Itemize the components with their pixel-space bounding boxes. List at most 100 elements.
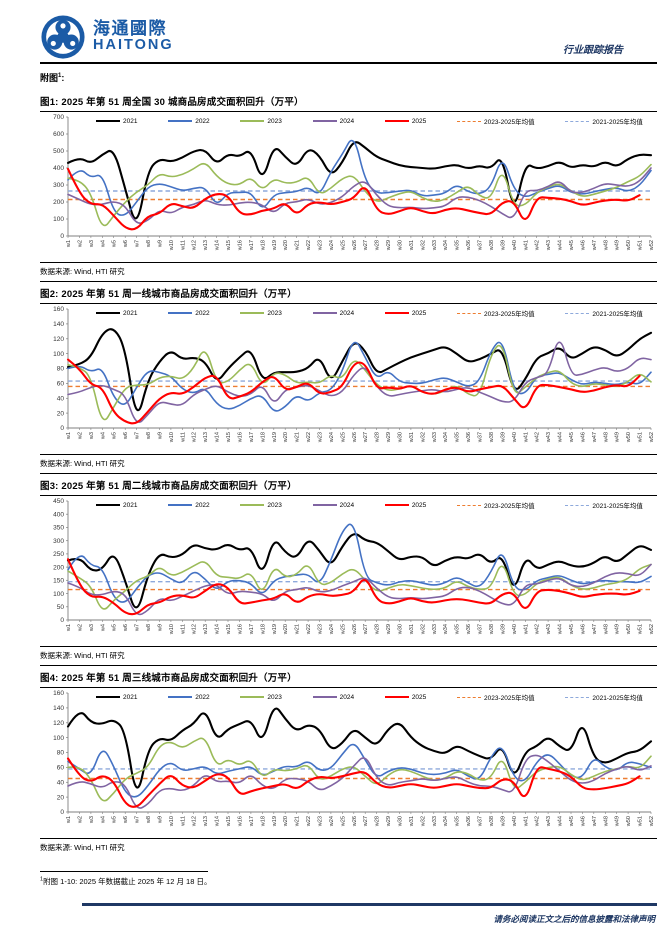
svg-text:w49: w49 — [615, 240, 621, 251]
svg-text:w19: w19 — [272, 624, 278, 635]
svg-text:300: 300 — [53, 182, 64, 189]
svg-text:w44: w44 — [558, 432, 564, 443]
svg-text:w12: w12 — [192, 816, 198, 827]
figure-source: 数据来源: Wind, HTI 研究 — [40, 647, 657, 666]
svg-text:w48: w48 — [603, 240, 609, 251]
svg-text:w9: w9 — [158, 624, 164, 632]
svg-text:w10: w10 — [169, 432, 175, 443]
svg-text:w51: w51 — [638, 816, 644, 827]
figure-block: 图3: 2025 年第 51 周二线城市商品房成交面积回升（万平） 0 50 100… — [40, 474, 657, 666]
svg-text:w5: w5 — [112, 816, 118, 824]
svg-text:140: 140 — [53, 705, 64, 712]
svg-text:60: 60 — [57, 381, 65, 388]
svg-text:w50: w50 — [626, 816, 632, 827]
svg-text:w21: w21 — [295, 624, 301, 635]
svg-text:w39: w39 — [500, 240, 506, 251]
svg-text:w14: w14 — [215, 816, 221, 827]
svg-text:w4: w4 — [100, 432, 106, 440]
svg-text:w21: w21 — [295, 816, 301, 827]
svg-text:w18: w18 — [260, 624, 266, 635]
svg-text:w50: w50 — [626, 624, 632, 635]
svg-text:w1: w1 — [66, 240, 72, 248]
svg-text:0: 0 — [60, 233, 64, 240]
svg-text:w23: w23 — [318, 816, 324, 827]
svg-text:w45: w45 — [569, 624, 575, 635]
svg-text:w52: w52 — [649, 240, 655, 251]
svg-text:w13: w13 — [203, 816, 209, 827]
svg-text:w45: w45 — [569, 816, 575, 827]
svg-text:w4: w4 — [100, 240, 106, 248]
svg-text:w49: w49 — [615, 432, 621, 443]
svg-text:120: 120 — [53, 720, 64, 727]
svg-text:w47: w47 — [592, 432, 598, 443]
svg-text:w40: w40 — [512, 432, 518, 443]
svg-text:w49: w49 — [615, 816, 621, 827]
svg-text:w33: w33 — [432, 624, 438, 635]
svg-text:100: 100 — [53, 351, 64, 358]
intro-colon: : — [61, 73, 65, 83]
svg-text:w26: w26 — [352, 816, 358, 827]
svg-text:w46: w46 — [580, 816, 586, 827]
svg-text:w42: w42 — [535, 432, 541, 443]
svg-text:w40: w40 — [512, 816, 518, 827]
svg-text:w12: w12 — [192, 624, 198, 635]
svg-text:w15: w15 — [226, 816, 232, 827]
figure-source: 数据来源: Wind, HTI 研究 — [40, 843, 125, 852]
svg-text:100: 100 — [53, 591, 64, 598]
svg-text:w10: w10 — [169, 240, 175, 251]
svg-text:w11: w11 — [180, 624, 186, 635]
intro-text: 附图 — [40, 73, 59, 83]
svg-text:w37: w37 — [478, 816, 484, 827]
svg-text:w28: w28 — [375, 240, 381, 251]
svg-text:w6: w6 — [123, 624, 129, 632]
svg-text:w37: w37 — [478, 624, 484, 635]
svg-text:w27: w27 — [363, 240, 369, 251]
svg-text:w16: w16 — [238, 240, 244, 251]
haitong-emblem-icon — [41, 15, 85, 59]
svg-text:w35: w35 — [455, 816, 461, 827]
svg-text:w12: w12 — [192, 240, 198, 251]
svg-text:w37: w37 — [478, 240, 484, 251]
svg-text:w6: w6 — [123, 432, 129, 440]
svg-text:200: 200 — [53, 564, 64, 571]
svg-text:w9: w9 — [158, 816, 164, 824]
footer-divider — [82, 903, 657, 906]
svg-text:w28: w28 — [375, 816, 381, 827]
svg-text:160: 160 — [53, 306, 64, 313]
svg-text:w49: w49 — [615, 624, 621, 635]
svg-text:w12: w12 — [192, 432, 198, 443]
svg-text:w52: w52 — [649, 624, 655, 635]
figure-title: 图1: 2025 年第 51 周全国 30 城商品房成交面积回升（万平） — [40, 90, 657, 112]
svg-text:w31: w31 — [409, 240, 415, 251]
figure-source: 数据来源: Wind, HTI 研究 — [40, 263, 657, 282]
svg-text:w31: w31 — [409, 432, 415, 443]
svg-text:w46: w46 — [580, 624, 586, 635]
chart-canvas: 0 100 200 300 400 500 600 700 w1 w2 w3 w4 w5 w6 w7 w8 w9… — [53, 114, 655, 251]
svg-text:w5: w5 — [112, 432, 118, 440]
svg-text:w40: w40 — [512, 624, 518, 635]
svg-text:w26: w26 — [352, 240, 358, 251]
svg-text:w34: w34 — [443, 624, 449, 635]
intro-superscript: 1 — [58, 73, 62, 79]
svg-text:w42: w42 — [535, 624, 541, 635]
chart-area: 0 100 200 300 400 500 600 700 w1 w2 w3 w4 w5 w6 w7 w8 w9… — [40, 112, 657, 263]
figures-container: 图1: 2025 年第 51 周全国 30 城商品房成交面积回升（万平） 0 10… — [40, 90, 657, 857]
svg-text:w4: w4 — [100, 624, 106, 632]
svg-text:w25: w25 — [340, 816, 346, 827]
svg-text:w26: w26 — [352, 624, 358, 635]
svg-text:w34: w34 — [443, 240, 449, 251]
footnote-superscript: 1 — [40, 876, 44, 883]
chart-canvas: 0 20 40 60 80 100 120 140 160 w1 w2 w3 w4 w5 w6 w7 w8 w9 w… — [53, 690, 655, 827]
footer-disclaimer: 请务必阅读正文之后的信息披露和法律声明 — [493, 914, 655, 924]
logo-name-cn: 海通國際 — [93, 19, 167, 39]
svg-text:w19: w19 — [272, 816, 278, 827]
svg-text:w22: w22 — [306, 816, 312, 827]
svg-text:w7: w7 — [135, 240, 141, 248]
svg-text:w36: w36 — [466, 624, 472, 635]
svg-text:w19: w19 — [272, 432, 278, 443]
svg-text:w20: w20 — [283, 432, 289, 443]
svg-text:w25: w25 — [340, 240, 346, 251]
svg-text:w45: w45 — [569, 240, 575, 251]
svg-text:w23: w23 — [318, 240, 324, 251]
report-type-label: 行业跟踪报告 — [563, 45, 623, 56]
